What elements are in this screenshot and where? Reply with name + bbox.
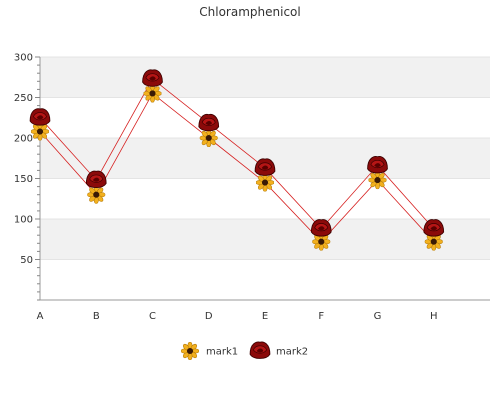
x-tick-label: C (149, 311, 156, 322)
data-point-rose-icon (254, 158, 276, 176)
series-mark2 (39, 78, 435, 230)
data-point-sunflower-icon (256, 173, 274, 192)
grid-band (40, 219, 490, 260)
y-tick-label: 300 (14, 53, 33, 64)
data-point-sunflower-icon (87, 185, 106, 204)
y-tick-label: 100 (14, 215, 33, 226)
series-line (39, 78, 435, 230)
grid-band (40, 97, 490, 138)
x-tick-label: B (93, 311, 100, 322)
y-tick-label: 250 (14, 93, 33, 104)
data-point-rose-icon (142, 69, 163, 87)
x-axis: A B C D E F G H (37, 299, 490, 322)
x-tick-label: E (262, 311, 268, 322)
data-point-sunflower-icon (368, 171, 387, 190)
y-tick-label: 150 (14, 174, 33, 185)
grid-band (40, 259, 490, 300)
y-tick-label: 50 (20, 255, 33, 266)
data-point-sunflower-icon (199, 129, 218, 147)
x-tick-label: A (37, 311, 44, 322)
x-tick-label: D (205, 311, 213, 322)
legend: mark1 mark2 (181, 341, 308, 360)
rose-icon (249, 341, 271, 359)
chart-title: Chloramphenicol (199, 5, 300, 19)
legend-label: mark2 (276, 347, 308, 358)
grid-band (40, 57, 490, 98)
legend-label: mark1 (206, 347, 238, 358)
data-point-sunflower-icon (143, 84, 162, 103)
data-point-rose-icon (198, 113, 220, 132)
x-tick-label: F (318, 311, 324, 322)
data-point-rose-icon (85, 170, 107, 189)
series-layer (29, 69, 445, 251)
y-tick-label: 200 (14, 134, 33, 145)
sunflower-icon (181, 342, 199, 360)
data-point-rose-icon (367, 155, 388, 174)
data-point-rose-icon (423, 219, 445, 237)
x-tick-label: H (430, 311, 438, 322)
x-tick-label: G (374, 311, 382, 322)
data-point-rose-icon (310, 219, 332, 237)
data-point-rose-icon (29, 108, 51, 126)
y-axis: 50 100 150 200 250 300 (14, 53, 41, 301)
plot-background (40, 56, 490, 300)
